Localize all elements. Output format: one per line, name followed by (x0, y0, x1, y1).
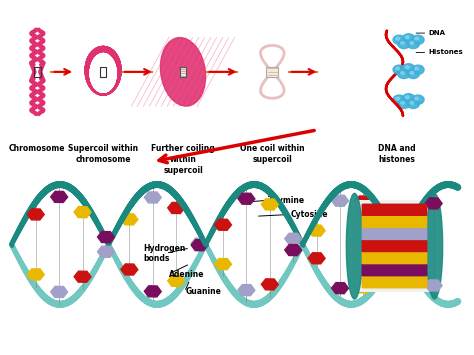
Circle shape (402, 94, 415, 103)
Circle shape (410, 42, 414, 44)
Circle shape (405, 36, 409, 39)
Text: Guanine: Guanine (185, 288, 221, 296)
Ellipse shape (426, 193, 443, 299)
Circle shape (407, 39, 419, 49)
Text: Histones: Histones (428, 49, 463, 55)
FancyBboxPatch shape (363, 252, 427, 257)
Circle shape (415, 97, 419, 100)
Circle shape (398, 69, 410, 78)
Circle shape (398, 99, 410, 109)
FancyBboxPatch shape (363, 240, 427, 245)
Circle shape (410, 71, 414, 74)
Circle shape (412, 95, 424, 104)
FancyBboxPatch shape (363, 264, 427, 269)
FancyBboxPatch shape (363, 204, 427, 208)
Text: Supercoil within
chromosome: Supercoil within chromosome (68, 144, 138, 164)
Text: Thymine: Thymine (268, 196, 305, 205)
Circle shape (396, 37, 400, 40)
Circle shape (405, 96, 409, 99)
FancyBboxPatch shape (355, 200, 435, 292)
FancyBboxPatch shape (363, 216, 427, 220)
Circle shape (393, 95, 405, 104)
FancyBboxPatch shape (362, 264, 428, 277)
Ellipse shape (346, 193, 363, 299)
Circle shape (410, 102, 414, 104)
Circle shape (415, 67, 419, 70)
Circle shape (402, 34, 415, 43)
Text: One coil within
supercoil: One coil within supercoil (240, 144, 305, 164)
Circle shape (407, 99, 419, 109)
FancyBboxPatch shape (362, 228, 428, 240)
Circle shape (393, 65, 405, 74)
Circle shape (415, 37, 419, 40)
Circle shape (402, 64, 415, 73)
FancyBboxPatch shape (180, 67, 186, 77)
Circle shape (398, 39, 410, 49)
Circle shape (393, 35, 405, 44)
FancyBboxPatch shape (362, 215, 428, 228)
Circle shape (407, 69, 419, 78)
Text: Adenine: Adenine (169, 270, 204, 279)
Text: Hydrogen
bonds: Hydrogen bonds (143, 244, 185, 263)
Ellipse shape (160, 38, 206, 106)
FancyBboxPatch shape (363, 277, 427, 281)
Circle shape (401, 102, 404, 104)
FancyBboxPatch shape (362, 240, 428, 252)
Text: DNA: DNA (428, 30, 445, 36)
FancyBboxPatch shape (362, 276, 428, 289)
Circle shape (396, 67, 400, 70)
Text: DNA and
histones: DNA and histones (378, 144, 416, 164)
Circle shape (412, 35, 424, 44)
Circle shape (405, 66, 409, 69)
Circle shape (396, 97, 400, 100)
FancyBboxPatch shape (362, 252, 428, 264)
FancyBboxPatch shape (266, 67, 278, 77)
FancyBboxPatch shape (362, 203, 428, 216)
Text: Chromosome: Chromosome (9, 144, 65, 153)
FancyBboxPatch shape (363, 228, 427, 233)
Circle shape (412, 65, 424, 74)
Text: Cytosine: Cytosine (291, 210, 328, 219)
Text: Further coiling
within
supercoil: Further coiling within supercoil (151, 144, 215, 175)
Circle shape (401, 71, 404, 74)
Circle shape (401, 42, 404, 44)
